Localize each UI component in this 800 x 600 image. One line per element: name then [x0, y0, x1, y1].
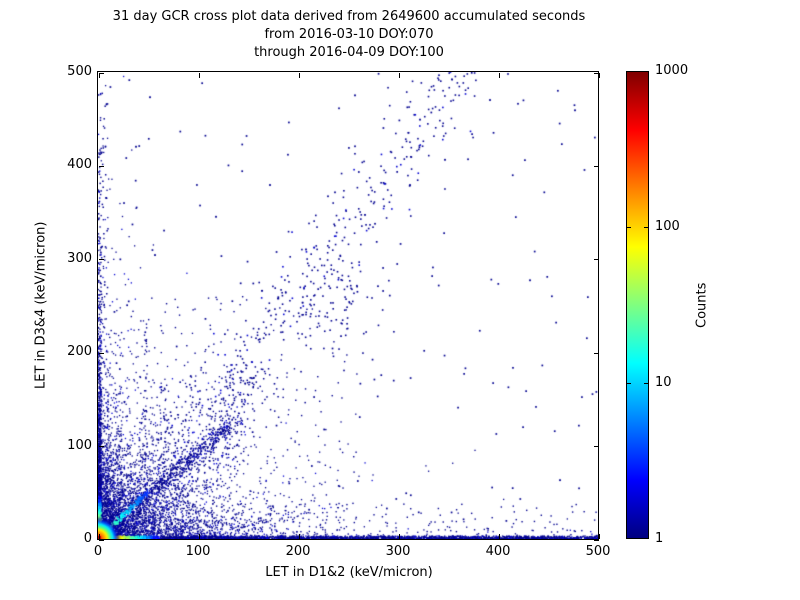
axis-tick: [298, 73, 300, 78]
axis-tick: [594, 72, 599, 74]
colorbar-tick-1: 1: [655, 531, 664, 546]
x-tick-label-200: 200: [285, 544, 311, 559]
axis-tick: [98, 534, 100, 539]
y-tick-label-400: 400: [67, 157, 92, 172]
axis-tick: [594, 352, 599, 354]
y-tick-label-200: 200: [67, 344, 92, 359]
colorbar-tick: [627, 227, 631, 228]
colorbar: [626, 71, 649, 539]
colorbar-label: Counts: [694, 282, 710, 328]
axis-tick: [99, 539, 104, 541]
colorbar-tick-100: 100: [655, 219, 680, 234]
x-tick-label-500: 500: [585, 544, 611, 559]
axis-tick: [398, 73, 400, 78]
plot-area: [97, 71, 600, 541]
colorbar-tick-10: 10: [655, 375, 672, 390]
axis-tick: [498, 73, 500, 78]
x-tick-label-100: 100: [185, 544, 211, 559]
axis-tick: [99, 352, 104, 354]
title-line-1: 31 day GCR cross plot data derived from …: [112, 9, 586, 24]
title-line-2: from 2016-03-10 DOY:070: [264, 27, 434, 42]
y-axis-label: LET in D3&4 (keV/micron): [33, 221, 49, 390]
axis-tick: [99, 259, 104, 261]
y-tick-label-300: 300: [67, 251, 92, 266]
x-tick-label-400: 400: [485, 544, 511, 559]
axis-tick: [99, 446, 104, 448]
axis-tick: [598, 73, 600, 78]
axis-tick: [498, 534, 500, 539]
y-tick-label-500: 500: [67, 64, 92, 79]
colorbar-tick: [627, 383, 631, 384]
axis-tick: [594, 259, 599, 261]
chart-title: 31 day GCR cross plot data derived from …: [98, 8, 600, 62]
scatter-canvas: [98, 72, 598, 539]
axis-tick: [594, 539, 599, 541]
x-axis-label: LET in D1&2 (keV/micron): [265, 565, 433, 580]
colorbar-gradient: [627, 72, 648, 538]
axis-tick: [198, 534, 200, 539]
axis-tick: [398, 534, 400, 539]
axis-tick: [99, 72, 104, 74]
axis-tick: [594, 165, 599, 167]
axis-tick: [298, 534, 300, 539]
axis-tick: [594, 446, 599, 448]
title-line-3: through 2016-04-09 DOY:100: [254, 45, 444, 60]
colorbar-tick: [644, 227, 648, 228]
y-tick-label-100: 100: [67, 438, 92, 453]
axis-tick: [99, 165, 104, 167]
axis-tick: [198, 73, 200, 78]
y-tick-label-0: 0: [83, 531, 92, 546]
axis-tick: [98, 73, 100, 78]
colorbar-tick-1000: 1000: [655, 63, 689, 78]
colorbar-tick: [644, 383, 648, 384]
x-tick-label-300: 300: [385, 544, 411, 559]
x-tick-label-0: 0: [93, 544, 103, 559]
axis-tick: [598, 534, 600, 539]
